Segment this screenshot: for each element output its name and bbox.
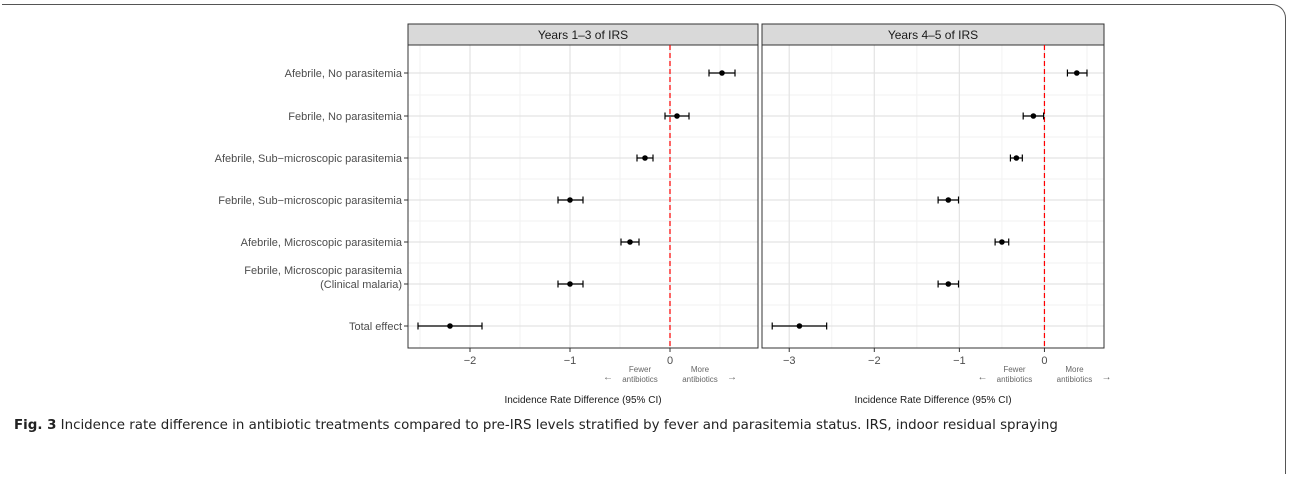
point-estimate (719, 70, 725, 76)
point-estimate (447, 323, 453, 329)
point-estimate (642, 155, 648, 161)
x-tick-label: −1 (953, 355, 966, 367)
point-estimate (796, 323, 803, 329)
x-axis-label: Incidence Rate Difference (95% CI) (854, 395, 1011, 406)
panel-strip (761, 23, 1105, 46)
panel-title: Years 1–3 of IRS (538, 28, 628, 42)
point-estimate (674, 113, 680, 119)
figure-number: Fig. 3 (14, 418, 57, 433)
category-label: Afebrile, Sub−microscopic parasitemia (215, 153, 403, 165)
x-tick-label: 0 (667, 355, 673, 367)
category-label: Febrile, Microscopic parasitemia (244, 265, 403, 277)
point-estimate (999, 239, 1005, 245)
panel-border (761, 44, 1105, 349)
x-tick-label: 0 (1041, 355, 1047, 367)
point-estimate (567, 197, 573, 203)
x-tick-label: −3 (783, 355, 796, 367)
figure-frame (2, 4, 1286, 474)
point-estimate (1073, 70, 1080, 76)
category-label: Afebrile, Microscopic parasitemia (241, 237, 403, 249)
figure-caption: Fig. 3 Incidence rate difference in anti… (14, 414, 1254, 437)
annotation-more: More (691, 365, 710, 374)
annotation-fewer: Fewer (1003, 365, 1026, 374)
arrow-left-icon: ← (603, 372, 613, 383)
annotation-fewer: Fewer (629, 365, 652, 374)
x-tick-label: −2 (464, 355, 477, 367)
annotation-more-line2: antibiotics (1057, 375, 1093, 384)
annotation-fewer-line2: antibiotics (622, 375, 658, 384)
caption-text: Incidence rate difference in antibiotic … (56, 418, 1058, 433)
category-label: Total effect (349, 321, 402, 333)
arrow-right-icon: → (727, 372, 737, 383)
annotation-more: More (1065, 365, 1084, 374)
category-label: Febrile, Sub−microscopic parasitemia (218, 195, 403, 207)
forest-plot: Afebrile, No parasitemia Febrile, No para… (215, 23, 1111, 406)
x-axis-label: Incidence Rate Difference (95% CI) (504, 395, 661, 406)
point-estimate (1030, 113, 1037, 119)
category-label-line2: (Clinical malaria) (320, 279, 402, 291)
arrow-right-icon: → (1101, 372, 1111, 383)
category-label: Afebrile, No parasitemia (285, 68, 403, 80)
panel-title: Years 4–5 of IRS (888, 28, 978, 42)
point-estimate (945, 197, 952, 203)
point-estimate (627, 239, 633, 245)
x-tick-label: −2 (868, 355, 881, 367)
panel-strip (407, 23, 759, 46)
category-label: Febrile, No parasitemia (288, 111, 403, 123)
point-estimate (1013, 155, 1020, 161)
point-estimate (945, 281, 952, 287)
arrow-left-icon: ← (977, 372, 987, 383)
x-tick-label: −1 (564, 355, 577, 367)
annotation-more-line2: antibiotics (682, 375, 718, 384)
point-estimate (567, 281, 573, 287)
annotation-fewer-line2: antibiotics (997, 375, 1033, 384)
